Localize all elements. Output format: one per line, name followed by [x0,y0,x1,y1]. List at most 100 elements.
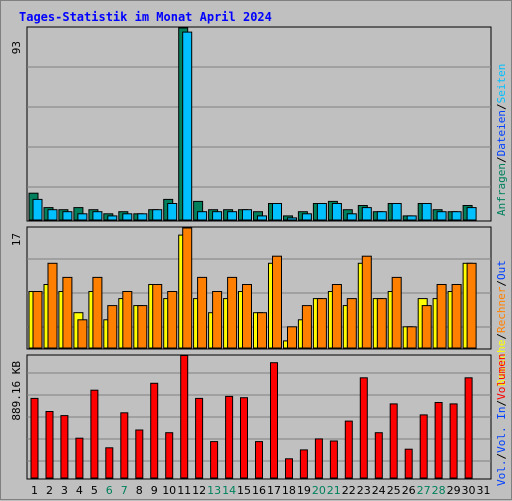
dateien-bar-day-24 [376,211,387,221]
rechner-bar-day-5 [92,276,103,349]
volumen-bar-day-26 [404,448,413,479]
dateien-bar-day-19 [301,213,312,221]
volumen-bar-day-10 [165,432,174,479]
volumen-bar-day-13 [210,441,219,479]
rechner-bar-day-25 [391,276,402,349]
volumen-bar-day-5 [90,389,99,479]
dateien-bar-day-21 [331,203,342,221]
x-tick-label-day-25: 25 [387,484,401,497]
dateien-bar-day-30 [466,207,477,221]
volumen-bar-day-11 [180,355,189,479]
legend-item-besuche: Besuche [495,340,508,386]
volumen-bar-day-3 [60,415,69,479]
x-tick-label-day-24: 24 [372,484,386,497]
dateien-bar-day-27 [421,203,432,221]
rechner-bar-day-18 [287,326,297,349]
volumen-bar-day-6 [105,447,114,479]
volumen-bar-day-7 [120,412,129,479]
volumen-bar-day-21 [329,440,338,479]
x-tick-label-day-9: 9 [151,484,158,497]
rechner-bar-day-10 [167,291,178,349]
dateien-bar-day-20 [316,203,327,221]
legend-block-2: Besuche/Rechner/Out [495,260,508,386]
volumen-bar-day-22 [344,420,353,479]
dateien-bar-day-28 [436,211,447,221]
volumen-bar-day-9 [150,382,159,479]
rechner-bar-day-21 [331,284,342,349]
volumen-bar-day-8 [135,429,144,479]
volumen-bar-day-23 [359,377,368,479]
volumen-bar-day-18 [285,458,293,479]
dateien-bar-day-4 [77,213,88,221]
x-tick-label-day-2: 2 [46,484,53,497]
volumen-bar-day-24 [374,432,383,479]
x-tick-label-day-19: 19 [297,484,311,497]
x-tick-label-day-16: 16 [252,484,266,497]
x-tick-label-day-15: 15 [237,484,251,497]
rechner-bar-day-4 [77,319,88,349]
rechner-bar-day-19 [301,305,312,349]
dateien-bar-day-15 [242,209,252,221]
rechner-bar-day-12 [197,276,208,349]
x-tick-label-day-5: 5 [91,484,98,497]
panel-1-max-label: 93 [10,41,23,54]
dateien-bar-day-23 [361,207,372,221]
volumen-bar-day-20 [314,438,323,479]
x-tick-label-day-8: 8 [136,484,143,497]
legend-item-out: Out [495,260,508,280]
x-tick-label-day-23: 23 [357,484,371,497]
volumen-bar-day-14 [225,395,234,479]
dateien-bar-day-8 [137,213,148,221]
legend-separator: / [495,156,508,163]
dateien-bar-day-5 [92,211,103,221]
legend-block-3: Vol./Vol. In/Volumen [495,354,508,486]
legend-item-volumen: Volumen [495,354,508,400]
legend-item-seiten: Seiten [495,64,508,104]
rechner-bar-day-11 [182,227,193,349]
rechner-bar-day-17 [272,255,282,349]
rechner-bar-day-2 [47,262,58,349]
rechner-bar-day-29 [451,284,462,349]
x-tick-label-day-13: 13 [207,484,221,497]
legend-block-1: Anfragen/Dateien/Seiten [495,64,508,216]
volumen-bar-day-1 [30,397,39,479]
legend-separator: / [495,280,508,287]
x-tick-label-day-20: 20 [312,484,326,497]
dateien-bar-day-3 [62,211,73,221]
rechner-bar-day-6 [107,305,118,349]
dateien-bar-day-10 [167,203,178,221]
x-tick-label-day-11: 11 [177,484,191,497]
rechner-bar-day-15 [242,284,252,349]
dateien-bar-day-22 [346,213,357,221]
rechner-bar-day-23 [361,255,372,349]
x-tick-label-day-3: 3 [61,484,68,497]
x-tick-label-day-31: 31 [477,484,491,497]
legend-item-rechner: Rechner [495,286,508,333]
x-tick-label-day-1: 1 [31,484,38,497]
volumen-bar-day-29 [449,403,458,479]
dateien-bar-day-18 [287,217,297,221]
dateien-bar-day-2 [47,209,58,221]
rechner-bar-day-20 [316,298,327,349]
volumen-bar-day-30 [464,377,473,479]
panel-3-max-label: 889.16 KB [10,361,23,421]
volumen-bar-day-16 [255,441,263,479]
volumen-bar-day-25 [389,403,398,479]
x-tick-label-day-18: 18 [282,484,296,497]
rechner-bar-day-16 [257,312,267,349]
legend-item-anfragen: Anfragen [495,163,508,216]
x-tick-label-day-21: 21 [327,484,341,497]
volumen-bar-day-19 [299,449,308,479]
x-tick-label-day-17: 17 [267,484,281,497]
rechner-bar-day-26 [406,326,417,349]
rechner-bar-day-8 [137,305,148,349]
x-tick-label-day-26: 26 [402,484,416,497]
volumen-bar-day-15 [240,397,248,479]
panel-1-area [26,26,492,222]
dateien-bar-day-13 [212,211,223,221]
x-tick-label-day-10: 10 [162,484,176,497]
volumen-bar-day-4 [75,437,84,479]
legend-item-vol-in: Vol. In [495,407,508,453]
